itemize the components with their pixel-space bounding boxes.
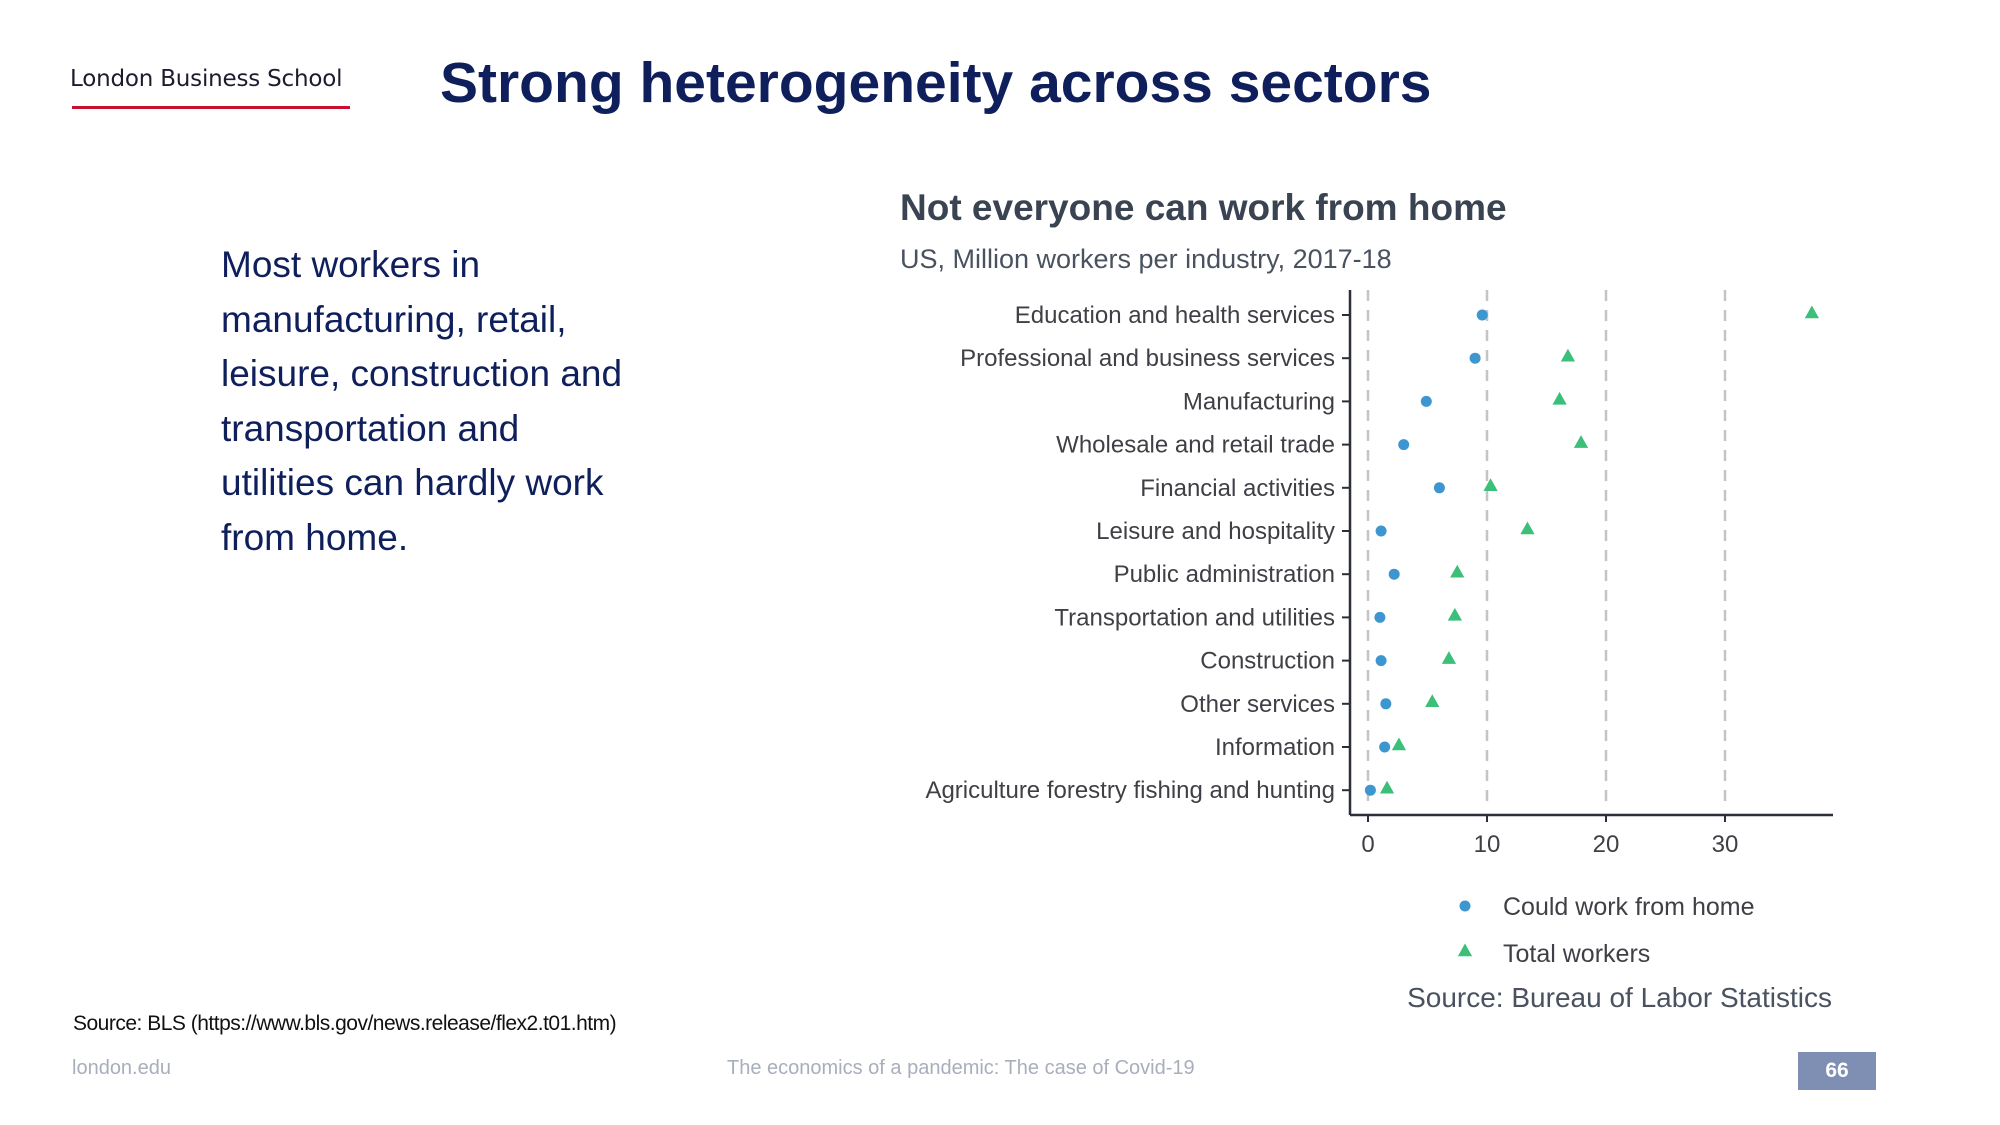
logo-london-business-school: London Business School xyxy=(70,66,343,92)
body-text: Most workers in manufacturing, retail, l… xyxy=(221,244,623,558)
point-could-work-from-home xyxy=(1364,784,1376,796)
category-label: Education and health services xyxy=(1015,302,1335,329)
point-total-workers xyxy=(1804,305,1819,319)
point-total-workers xyxy=(1520,521,1535,535)
point-could-work-from-home xyxy=(1420,395,1432,407)
point-could-work-from-home xyxy=(1433,482,1445,494)
legend-label-total: Total workers xyxy=(1503,940,1650,968)
category-label: Other services xyxy=(1180,691,1335,718)
category-label: Financial activities xyxy=(1140,475,1335,502)
point-total-workers xyxy=(1560,348,1576,362)
point-could-work-from-home xyxy=(1398,439,1410,451)
x-tick-labels: 0 10 20 30 xyxy=(1361,831,1738,858)
point-total-workers xyxy=(1483,478,1498,492)
point-could-work-from-home xyxy=(1380,698,1392,710)
page-number: 66 xyxy=(1798,1052,1876,1090)
category-label: Information xyxy=(1215,734,1335,761)
category-label: Leisure and hospitality xyxy=(1096,518,1335,545)
chart-gridlines xyxy=(1366,290,1727,807)
legend-triangle-marker xyxy=(1457,943,1473,957)
point-could-work-from-home xyxy=(1379,741,1391,753)
point-could-work-from-home xyxy=(1476,309,1488,321)
point-total-workers xyxy=(1391,737,1407,751)
legend-label-could-work: Could work from home xyxy=(1503,893,1754,921)
chart-source: Source: Bureau of Labor Statistics xyxy=(1407,982,1832,1013)
x-tick-label-0: 0 xyxy=(1361,831,1374,858)
chart-subtitle: US, Million workers per industry, 2017-1… xyxy=(900,244,1392,274)
category-label: Wholesale and retail trade xyxy=(1056,432,1335,459)
category-label: Agriculture forestry fishing and hunting xyxy=(925,777,1335,804)
point-could-work-from-home xyxy=(1388,568,1400,580)
point-could-work-from-home xyxy=(1469,352,1481,364)
category-label: Transportation and utilities xyxy=(1054,604,1335,631)
slide-title: Strong heterogeneity across sectors xyxy=(440,51,1432,115)
point-total-workers xyxy=(1450,564,1465,578)
footer-deck-title: The economics of a pandemic: The case of… xyxy=(727,1057,1195,1079)
data-points xyxy=(1364,305,1819,796)
legend-circle-marker xyxy=(1459,900,1471,912)
footer-website: london.edu xyxy=(72,1057,171,1079)
point-could-work-from-home xyxy=(1375,655,1387,667)
source-note: Source: BLS (https://www.bls.gov/news.re… xyxy=(73,1012,617,1035)
point-could-work-from-home xyxy=(1374,611,1386,623)
point-total-workers xyxy=(1425,694,1440,708)
point-total-workers xyxy=(1379,780,1395,794)
x-tick-label-10: 10 xyxy=(1474,831,1501,858)
chart-title: Not everyone can work from home xyxy=(900,187,1507,228)
x-tick-label-30: 30 xyxy=(1712,831,1739,858)
logo-underline xyxy=(72,106,350,109)
point-total-workers xyxy=(1447,607,1462,621)
category-label: Professional and business services xyxy=(960,345,1335,372)
chart-legend: Could work from home Total workers xyxy=(1457,893,1754,968)
point-could-work-from-home xyxy=(1375,525,1387,537)
category-label: Manufacturing xyxy=(1183,388,1335,415)
category-labels: Education and health services Professiona… xyxy=(925,302,1335,804)
chart-axes xyxy=(1342,290,1833,822)
category-label: Public administration xyxy=(1114,561,1335,588)
point-total-workers xyxy=(1573,435,1589,448)
category-label: Construction xyxy=(1200,648,1335,675)
x-tick-label-20: 20 xyxy=(1593,831,1620,858)
point-total-workers xyxy=(1552,391,1567,405)
point-total-workers xyxy=(1441,651,1457,664)
